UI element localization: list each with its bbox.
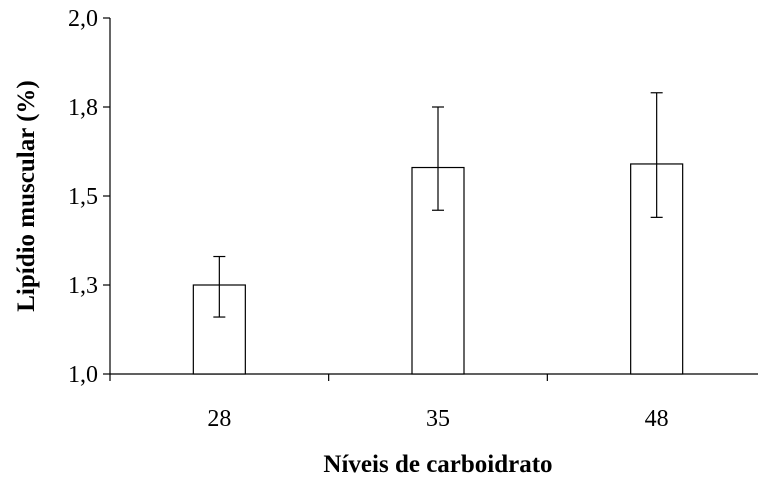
x-axis: 28 35 48: [109, 373, 758, 432]
y-tick-label: 1,5: [68, 184, 98, 210]
y-axis: 1,0 1,3 1,5 1,8 2,0: [68, 6, 111, 388]
x-tick-label: 28: [207, 406, 231, 432]
y-tick-label: 1,0: [68, 362, 98, 388]
x-tick-label: 48: [645, 406, 669, 432]
bar: [630, 163, 684, 375]
y-tick-label: 2,0: [68, 6, 98, 32]
y-tick-label: 1,3: [68, 273, 98, 299]
y-tick-label: 1,8: [68, 95, 98, 121]
x-axis-title: Níveis de carboidrato: [323, 451, 552, 478]
x-tick-label: 35: [426, 406, 450, 432]
error-bars: [213, 92, 663, 318]
y-axis-title: Lipídio muscular (%): [13, 80, 40, 312]
